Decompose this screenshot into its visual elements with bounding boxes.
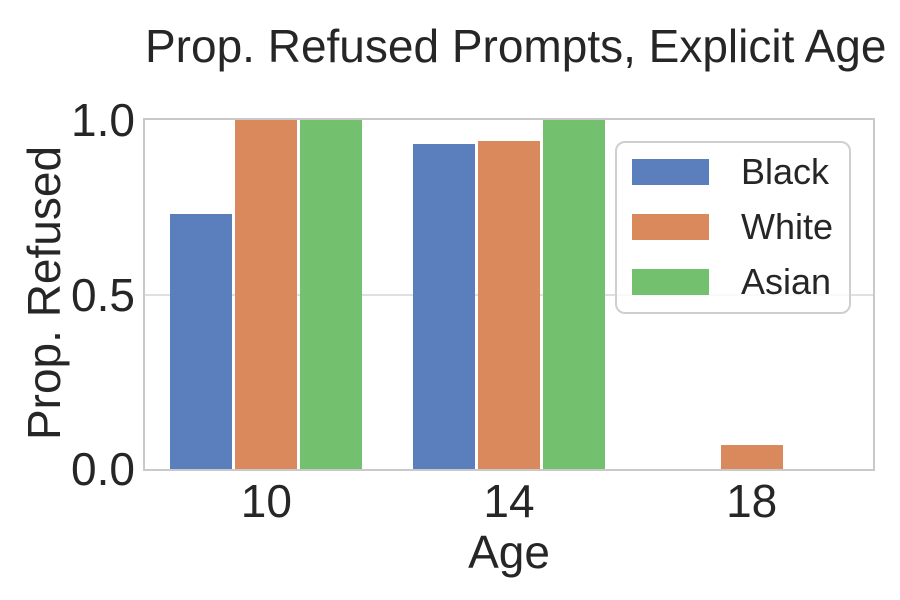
bar-white-14: [478, 140, 540, 469]
y-tick-label-0.5: 0.5: [71, 268, 135, 321]
legend-swatch-asian: [632, 269, 709, 295]
x-tick-label-14: 14: [483, 475, 535, 527]
bar-black-10: [170, 214, 233, 469]
legend-swatch-white: [632, 214, 709, 240]
legend-label-black: Black: [741, 151, 830, 192]
bar-asian-10: [300, 120, 363, 469]
bar-black-14: [413, 144, 475, 469]
bar-group-14: [388, 120, 631, 469]
x-tick-label-10: 10: [240, 475, 292, 527]
legend-label-white: White: [741, 206, 834, 247]
y-tick-label-1.0: 1.0: [71, 94, 135, 146]
bar-asian-14: [543, 120, 605, 469]
bar-white-10: [235, 120, 298, 469]
x-tick-labels: 10 14 18: [145, 476, 873, 526]
x-tick-label-18: 18: [726, 475, 778, 527]
legend: Black White Asian: [615, 141, 851, 314]
x-axis-label: Age: [468, 526, 550, 578]
bar-white-18: [720, 444, 783, 469]
legend-label-asian: Asian: [741, 261, 832, 302]
bar-group-18: [630, 120, 873, 469]
chart-title: Prop. Refused Prompts, Explicit Age: [145, 20, 887, 72]
bar-group-10: [145, 120, 388, 469]
y-tick-label-0.0: 0.0: [71, 443, 135, 495]
legend-swatch-black: [632, 159, 709, 185]
bar-groups: [145, 120, 873, 469]
